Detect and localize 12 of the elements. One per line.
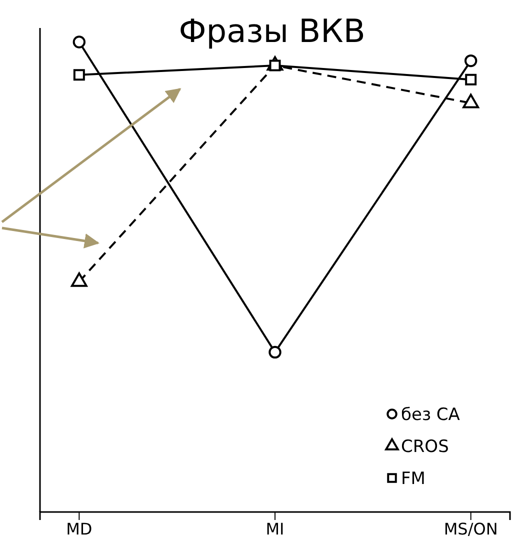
point [268, 346, 282, 359]
legend-label: без CA [401, 405, 460, 425]
legend-label: CROS [401, 437, 449, 457]
point [73, 69, 85, 81]
chart-title: Фразы ВКВ [178, 12, 366, 50]
x-tick-label: MS/ON [444, 519, 498, 538]
legend-label: FM [401, 469, 426, 489]
x-tick-label: MI [266, 519, 284, 538]
point [465, 74, 477, 86]
point [464, 54, 478, 68]
point [72, 36, 86, 48]
x-tick-label: MD [66, 519, 92, 538]
